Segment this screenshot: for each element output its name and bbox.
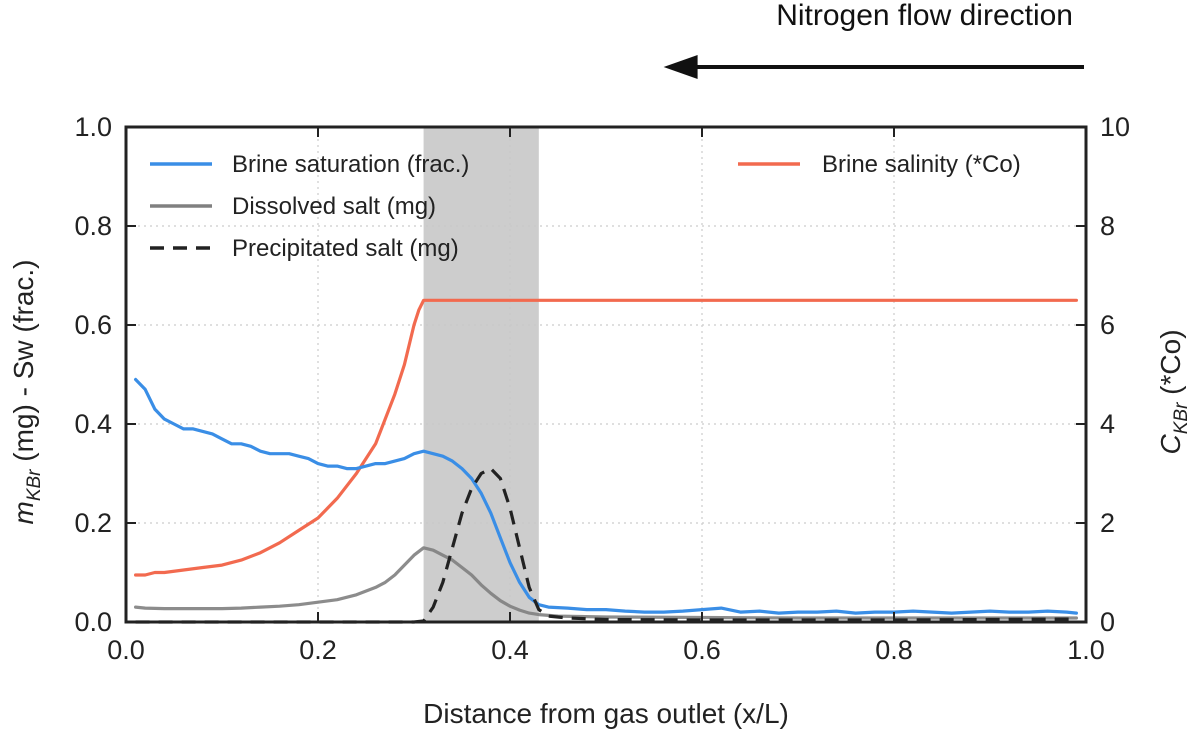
y-left-tick-label: 1.0 [74, 112, 112, 142]
y-axis-left-label: mKBr (mg) - Sw (frac.) [8, 259, 45, 524]
series-lines [134, 298, 1079, 624]
y-right-tick-label: 4 [1100, 409, 1115, 439]
y-right-tick-label: 10 [1100, 112, 1130, 142]
legend-label-3: Brine salinity (*Co) [822, 151, 1021, 178]
x-tick-label: 0.6 [683, 635, 721, 665]
x-tick-label: 1.0 [1067, 635, 1105, 665]
x-tick-label: 0.0 [107, 635, 145, 665]
legend-label-1: Dissolved salt (mg) [232, 193, 436, 220]
y-left-label-symbol: m [8, 501, 39, 524]
y-left-tick-label: 0.8 [74, 211, 112, 241]
series-line-0 [134, 377, 1079, 615]
flow-direction-arrow [663, 55, 1084, 79]
y-left-tick-label: 0.4 [74, 409, 112, 439]
plot-frame [124, 125, 1088, 624]
shaded-band [423, 127, 539, 622]
x-tick-label: 0.2 [299, 635, 337, 665]
y-left-label-rest: (mg) - Sw (frac.) [8, 259, 39, 469]
y-axis-right-label: CKBr (*Co) [1155, 329, 1192, 454]
y-right-tick-label: 2 [1100, 508, 1115, 538]
legend-label-0: Brine saturation (frac.) [232, 151, 469, 178]
y-right-tick-label: 6 [1100, 310, 1115, 340]
series-line-3 [134, 298, 1079, 577]
arrow-head [663, 55, 698, 79]
y-left-tick-label: 0.2 [74, 508, 112, 538]
x-axis-label: Distance from gas outlet (x/L) [423, 698, 789, 729]
legend: Brine saturation (frac.) Dissolved salt (… [150, 151, 1021, 262]
y-right-tick-label: 0 [1100, 607, 1115, 637]
legend-label-2: Precipitated salt (mg) [232, 235, 459, 262]
x-tick-label: 0.4 [491, 635, 529, 665]
axis-ticks: 0.0 0.2 0.4 0.6 0.8 1.0 0.0 0 0.2 2 0.4 4 0.6 6 0.8 8 1.… [74, 112, 1130, 665]
series-line-1 [134, 546, 1079, 620]
y-left-label-subscript: KBr [24, 469, 45, 501]
shaded-region [423, 127, 539, 622]
y-right-tick-label: 8 [1100, 211, 1115, 241]
y-right-label-rest: (*Co) [1155, 329, 1186, 402]
y-left-tick-label: 0.6 [74, 310, 112, 340]
y-right-label-subscript: KBr [1171, 402, 1192, 434]
annotation-text: Nitrogen flow direction [776, 0, 1073, 32]
x-tick-label: 0.8 [875, 635, 913, 665]
y-right-label-symbol: C [1155, 434, 1186, 455]
y-left-tick-label: 0.0 [74, 607, 112, 637]
